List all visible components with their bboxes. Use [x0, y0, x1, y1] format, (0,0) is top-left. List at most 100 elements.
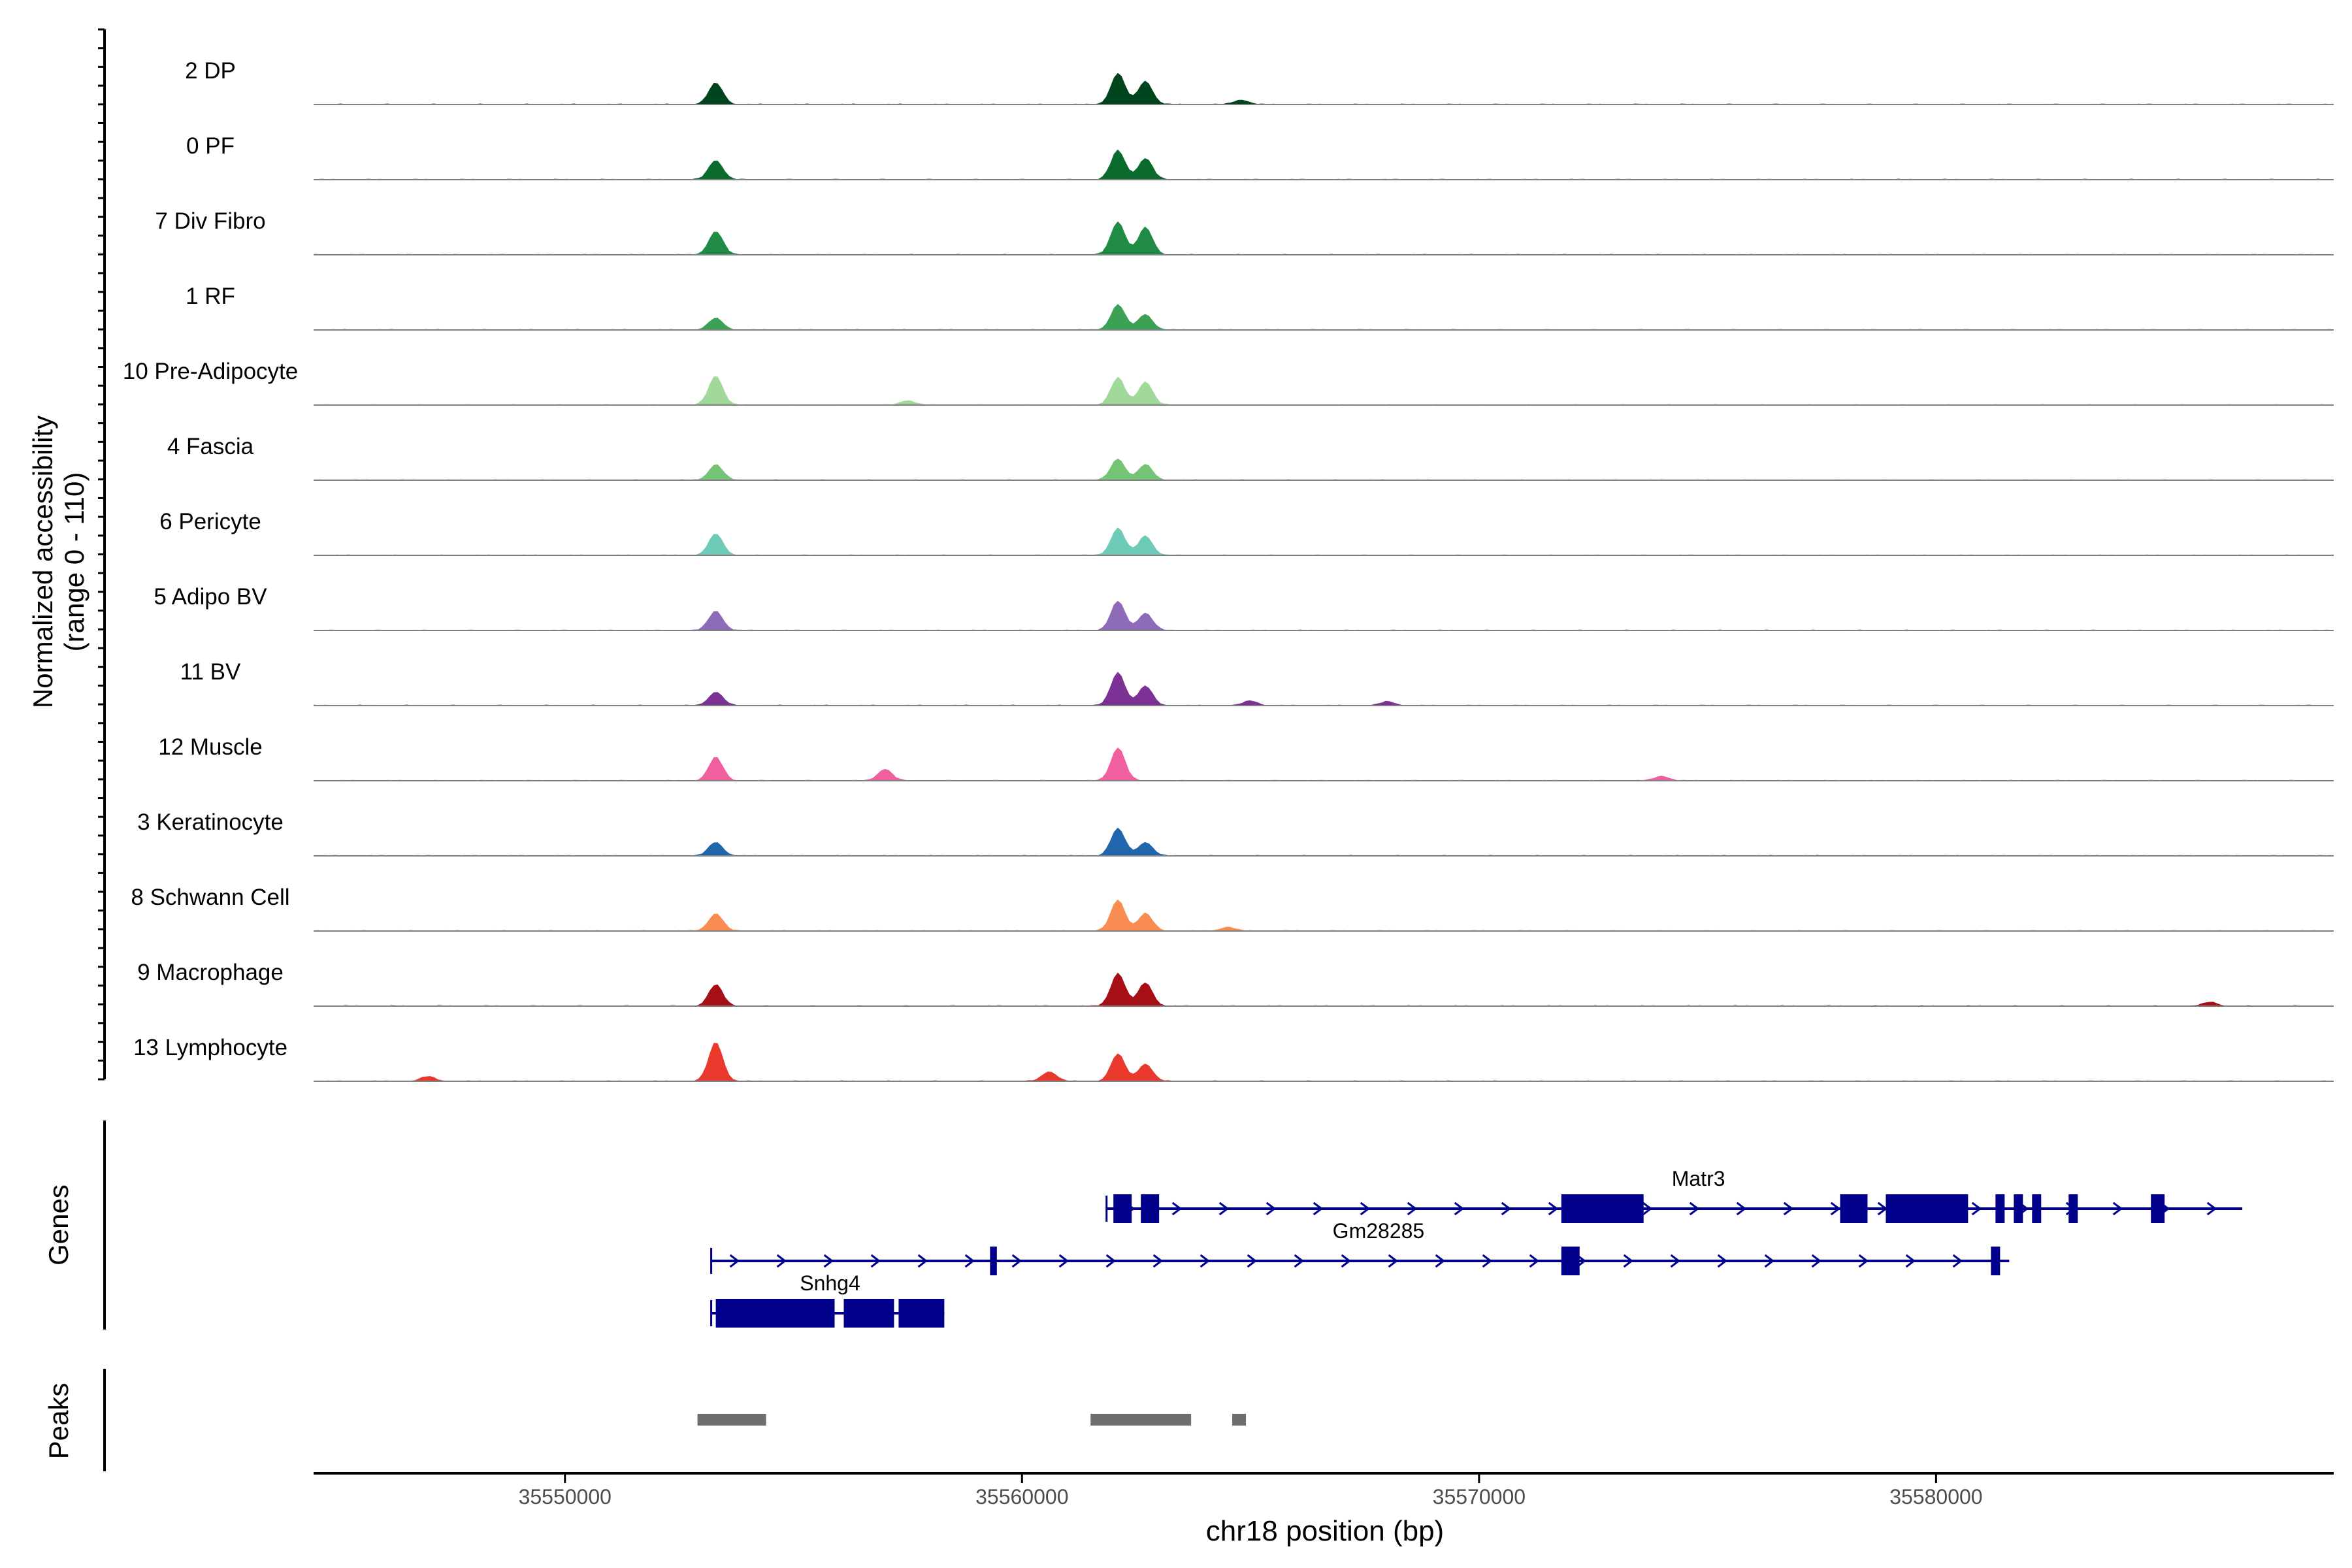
- strand-arrow-icon: [1200, 1254, 1211, 1268]
- strand-arrow-icon: [776, 1254, 787, 1268]
- strand-arrow-icon: [1905, 1254, 1916, 1268]
- track-13-lymphocyte: 13 Lymphocyte: [133, 1035, 2334, 1082]
- gene-snhg4: Snhg4: [710, 1271, 945, 1328]
- coverage-area: [314, 376, 2334, 405]
- gene-gm28285: Gm28285: [710, 1219, 2010, 1275]
- track-label: 9 Macrophage: [137, 960, 284, 985]
- track-11-bv: 11 BV: [180, 659, 2334, 706]
- track-4-fascia: 4 Fascia: [167, 434, 2334, 481]
- strand-arrow-icon: [1247, 1254, 1258, 1268]
- gene-exon: [2032, 1194, 2042, 1223]
- strand-arrow-icon: [1764, 1254, 1775, 1268]
- strand-arrow-icon: [1454, 1201, 1465, 1216]
- coverage-y-axis: [98, 28, 106, 1081]
- x-axis: 35550000 35560000 35570000 35580000: [314, 1472, 2334, 1509]
- track-2-dp: 2 DP: [185, 58, 2334, 105]
- track-label: 12 Muscle: [158, 734, 263, 760]
- coverage-area: [314, 1043, 2334, 1081]
- gene-label: Matr3: [1672, 1167, 1725, 1190]
- track-3-keratinocyte: 3 Keratinocyte: [137, 809, 2334, 857]
- coverage-area: [314, 747, 2334, 781]
- strand-arrow-icon: [964, 1254, 975, 1268]
- x-tick-label: 35560000: [975, 1485, 1068, 1509]
- strand-arrow-icon: [2206, 1201, 2217, 1216]
- track-0-pf: 0 PF: [186, 133, 2334, 180]
- strand-arrow-icon: [1501, 1201, 1512, 1216]
- strand-arrow-icon: [1971, 1201, 1982, 1216]
- x-tick-label: 35550000: [519, 1485, 612, 1509]
- strand-arrow-icon: [1830, 1201, 1841, 1216]
- strand-arrow-icon: [1642, 1201, 1653, 1216]
- strand-arrow-icon: [1736, 1201, 1747, 1216]
- gene-exon: [1141, 1194, 1160, 1223]
- x-tick-label: 35580000: [1889, 1485, 1982, 1509]
- track-5-adipo-bv: 5 Adipo BV: [154, 584, 2334, 631]
- strand-arrow-icon: [1341, 1254, 1352, 1268]
- gene-exon: [2068, 1194, 2078, 1223]
- track-label: 4 Fascia: [167, 434, 254, 459]
- genes-track-label: Genes: [43, 1184, 74, 1266]
- strand-arrow-icon: [823, 1254, 834, 1268]
- strand-arrow-icon: [1435, 1254, 1446, 1268]
- gene-exon: [1995, 1194, 2005, 1223]
- strand-arrow-icon: [1294, 1254, 1305, 1268]
- peak-region: [1090, 1414, 1192, 1426]
- track-label: 8 Schwann Cell: [131, 885, 289, 910]
- coverage-area: [314, 221, 2334, 255]
- strand-arrow-icon: [1548, 1201, 1559, 1216]
- strand-arrow-icon: [1689, 1201, 1700, 1216]
- track-label: 1 RF: [186, 284, 235, 309]
- coverage-axis-label-line1: Normalized accessibility: [27, 416, 58, 708]
- track-label: 7 Div Fibro: [155, 208, 265, 234]
- strand-arrow-icon: [1623, 1254, 1634, 1268]
- x-tick-label: 35570000: [1433, 1485, 1526, 1509]
- track-label: 11 BV: [180, 659, 241, 685]
- track-12-muscle: 12 Muscle: [158, 734, 2334, 781]
- strand-arrow-icon: [1717, 1254, 1728, 1268]
- peak-region: [697, 1414, 766, 1426]
- track-8-schwann-cell: 8 Schwann Cell: [131, 885, 2334, 932]
- track-label: 5 Adipo BV: [154, 584, 267, 610]
- strand-arrow-icon: [1011, 1254, 1022, 1268]
- gene-exon: [1113, 1194, 1132, 1223]
- strand-arrow-icon: [1218, 1201, 1230, 1216]
- track-label: 6 Pericyte: [159, 509, 261, 534]
- coverage-area: [314, 972, 2334, 1006]
- gene-exon: [1840, 1194, 1868, 1223]
- strand-arrow-icon: [1388, 1254, 1399, 1268]
- coverage-area: [314, 458, 2334, 480]
- strand-arrow-icon: [1058, 1254, 1070, 1268]
- gene-exon: [2151, 1194, 2165, 1223]
- strand-arrow-icon: [870, 1254, 881, 1268]
- strand-arrow-icon: [917, 1254, 928, 1268]
- track-7-div-fibro: 7 Div Fibro: [155, 208, 2334, 255]
- strand-arrow-icon: [1952, 1254, 1963, 1268]
- strand-arrow-icon: [1171, 1201, 1183, 1216]
- coverage-axis-label-line2: (range 0 - 110): [59, 472, 90, 652]
- gene-exon: [2014, 1194, 2023, 1223]
- track-label: 2 DP: [185, 58, 236, 84]
- gene-exon: [990, 1247, 997, 1275]
- gene-label: Snhg4: [800, 1271, 860, 1295]
- strand-arrow-icon: [1670, 1254, 1681, 1268]
- coverage-area: [314, 899, 2334, 931]
- genes-panel: Genes Matr3 Gm28285 Snhg4: [43, 1120, 2243, 1330]
- coverage-area: [314, 149, 2334, 180]
- gene-exon: [843, 1299, 894, 1328]
- track-label: 13 Lymphocyte: [133, 1035, 287, 1060]
- coverage-area: [314, 527, 2334, 555]
- track-label: 3 Keratinocyte: [137, 809, 284, 835]
- gene-exon: [1886, 1194, 1968, 1223]
- strand-arrow-icon: [1783, 1201, 1794, 1216]
- strand-arrow-icon: [1407, 1201, 1418, 1216]
- track-label: 0 PF: [186, 133, 235, 159]
- gene-matr3: Matr3: [1105, 1167, 2243, 1223]
- peaks-track-label: Peaks: [43, 1383, 74, 1460]
- gene-exon: [898, 1299, 945, 1328]
- gene-exon: [1561, 1194, 1644, 1223]
- track-9-macrophage: 9 Macrophage: [137, 960, 2334, 1007]
- strand-arrow-icon: [2112, 1201, 2123, 1216]
- strand-arrow-icon: [1482, 1254, 1493, 1268]
